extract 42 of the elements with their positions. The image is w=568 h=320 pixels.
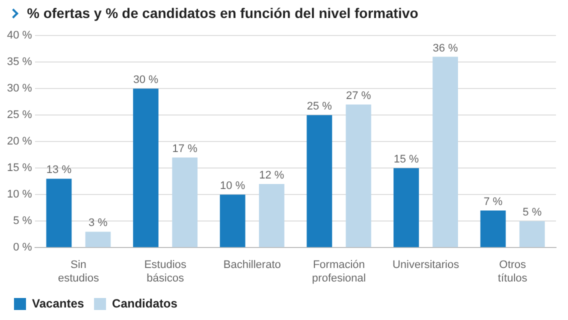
data-label: 25 %: [306, 100, 332, 113]
bar: [46, 178, 72, 248]
y-tick-label: 25 %: [6, 109, 32, 122]
bar: [394, 168, 419, 248]
y-tick-label: 20 %: [6, 136, 32, 148]
y-tick-label: 0 %: [13, 242, 32, 254]
x-tick-label: Estudios básicos: [144, 259, 187, 284]
bar: [432, 56, 458, 248]
bar: [133, 88, 158, 248]
bar: [480, 210, 506, 248]
x-tick-label: Formación profesional: [312, 259, 366, 284]
y-tick-label: 5 %: [13, 215, 32, 228]
data-label: 10 %: [220, 180, 246, 192]
x-tick-label: Otros títulos: [498, 259, 528, 284]
x-tick-label: Sin estudios: [58, 259, 100, 284]
data-label: 36 %: [432, 42, 458, 54]
y-tick-label: 35 %: [6, 56, 32, 68]
bar: [172, 158, 198, 248]
data-label: 3 %: [88, 217, 108, 230]
bar: [85, 232, 111, 248]
data-label: 27 %: [346, 90, 372, 102]
y-tick-label: 10 %: [6, 188, 32, 201]
data-label: 5 %: [522, 206, 542, 219]
data-label: 13 %: [46, 164, 72, 176]
bar: [220, 194, 246, 248]
y-tick-label: 40 %: [6, 30, 32, 42]
y-tick-label: 30 %: [6, 82, 32, 95]
legend-label: Candidatos: [112, 296, 178, 310]
x-tick-label: Bachillerato: [223, 259, 281, 272]
data-label: 30 %: [133, 74, 159, 86]
data-label: 7 %: [484, 196, 503, 208]
bar: [306, 115, 332, 248]
data-label: 15 %: [394, 154, 419, 166]
bar: [346, 104, 372, 248]
x-tick-label: Universitarios: [392, 259, 460, 272]
y-tick-label: 15 %: [6, 162, 32, 174]
legend-label: Vacantes: [32, 296, 84, 310]
bar: [258, 184, 284, 248]
data-label: 12 %: [259, 170, 284, 182]
data-label: 17 %: [172, 143, 198, 156]
chart-title: % ofertas y % de candidatos en función del nivel formativo: [27, 5, 418, 21]
bar: [519, 221, 545, 248]
